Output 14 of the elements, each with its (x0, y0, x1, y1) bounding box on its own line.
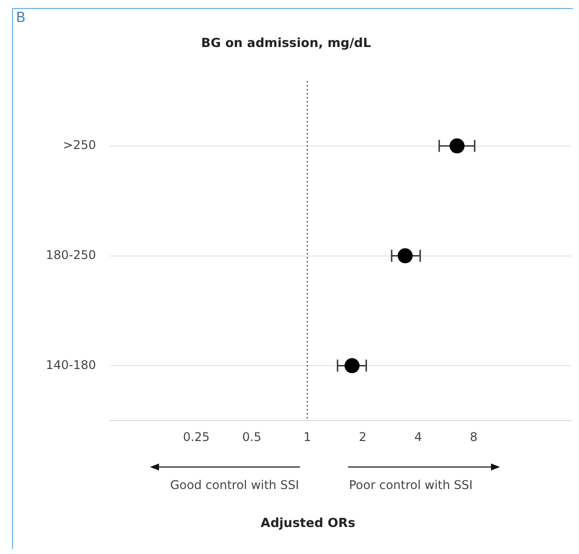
text: Good control with SSI (170, 478, 299, 492)
x-tick-label: 1 (303, 430, 312, 444)
x-tick-label: 0.5 (242, 430, 262, 444)
x-tick-label: 4 (414, 430, 422, 444)
x-tick-label: 8 (470, 430, 478, 444)
y-tick-label: 140-180 (46, 358, 96, 372)
x-tick-label: 0.25 (182, 430, 210, 444)
text: Adjusted ORs (260, 515, 356, 530)
text: Poor control with SSI (349, 478, 473, 492)
text: B (16, 10, 26, 26)
x-tick-label: 2 (358, 430, 367, 444)
y-tick-label: >250 (63, 138, 96, 152)
chart-title: BG on admission, mg/dL (201, 34, 371, 50)
y-tick-label: 180-250 (46, 248, 96, 262)
